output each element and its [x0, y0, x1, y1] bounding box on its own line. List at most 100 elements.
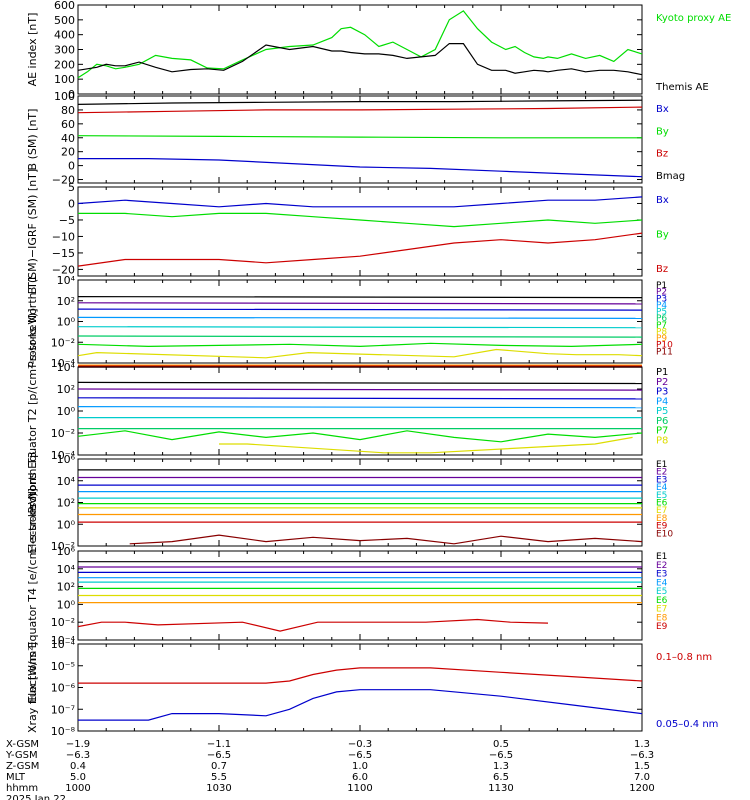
- footer-value: −6.5: [489, 750, 513, 761]
- y-tick-label: 10²: [57, 295, 75, 308]
- series-line-0-05-0-4-nm: [78, 689, 643, 721]
- legend-label: P2: [656, 288, 667, 298]
- legend-label: E10: [656, 529, 673, 539]
- series-line-e9: [77, 618, 549, 632]
- legend-label: P8: [656, 435, 668, 446]
- footer-value: 1.5: [634, 761, 650, 772]
- footer-value: 0.5: [493, 739, 509, 750]
- y-tick-label: 600: [54, 0, 75, 12]
- y-tick-label: 10⁻²: [51, 336, 75, 349]
- legend-label: E3: [656, 475, 667, 485]
- y-axis-label: Electrons North T3: [26, 451, 39, 553]
- legend-label: Bz: [656, 264, 668, 275]
- footer-value: 1100: [347, 783, 372, 794]
- y-tick-label: 60: [61, 118, 75, 131]
- series-line-by: [78, 212, 643, 228]
- footer-value: −1.1: [207, 739, 231, 750]
- legend-label: Kyoto proxy AE: [656, 13, 731, 24]
- series-line-by: [77, 135, 642, 139]
- footer-row-label: MLT: [6, 772, 26, 783]
- y-tick-label: 40: [61, 132, 75, 145]
- legend-label: Bx: [656, 104, 669, 115]
- footer-value: 5.5: [211, 772, 227, 783]
- footer-value: −6.5: [348, 750, 372, 761]
- legend-label: E8: [656, 613, 668, 623]
- series-line-bz: [77, 106, 643, 114]
- footer-value: 7.0: [634, 772, 650, 783]
- y-axis-label: AE index [nT]: [26, 13, 39, 87]
- y-tick-label: 10⁴: [57, 274, 76, 287]
- y-tick-label: 500: [54, 14, 75, 27]
- series-line-p7: [77, 430, 643, 443]
- series-line-bx: [77, 196, 643, 208]
- y-axis-label: Protons Equator T2 [p/(cm²-s-sr-keV)]: [26, 308, 39, 513]
- legend-label: P6: [656, 416, 668, 427]
- y-tick-label: 0: [68, 197, 75, 210]
- y-tick-label: 10⁻²: [51, 616, 75, 629]
- series-line-0-1-0-8-nm: [78, 667, 643, 684]
- y-tick-label: 10⁻⁶: [51, 682, 76, 695]
- footer-value: 6.5: [493, 772, 509, 783]
- legend-label: P8: [656, 327, 667, 337]
- series-line-bx: [78, 158, 643, 178]
- y-tick-label: −20: [52, 174, 75, 187]
- y-axis-label: Xray flux [W/m²]: [26, 642, 39, 733]
- y-tick-label: −15: [52, 247, 75, 260]
- footer-date: 2025 Jan 22: [6, 794, 66, 800]
- footer-value: −6.5: [207, 750, 231, 761]
- legend-label: E6: [656, 596, 668, 606]
- legend-label: 0.05–0.4 nm: [656, 719, 718, 730]
- series-line-p6: [77, 335, 643, 338]
- series-line-p7: [77, 342, 643, 348]
- y-tick-label: 5: [68, 181, 75, 194]
- y-tick-label: 0: [68, 160, 75, 173]
- y-axis-label: Protons North T1: [26, 275, 39, 368]
- y-tick-label: 10⁻⁵: [51, 660, 75, 673]
- y-tick-label: −5: [59, 214, 75, 227]
- y-tick-label: 10⁻²: [51, 427, 75, 440]
- legend-label: P3: [656, 387, 668, 398]
- legend-label: E2: [656, 468, 667, 478]
- series-line-p1: [77, 296, 643, 299]
- legend-label: E3: [656, 570, 667, 580]
- series-line-p2: [77, 302, 643, 305]
- y-tick-label: 300: [54, 44, 75, 57]
- legend-label: E7: [656, 605, 667, 615]
- series-line-bmag: [77, 99, 643, 105]
- y-tick-label: 10⁻⁸: [51, 725, 76, 738]
- series-line-p4: [77, 316, 643, 319]
- legend-label: E7: [656, 506, 667, 516]
- legend-label: By: [656, 230, 669, 241]
- y-tick-label: 0: [68, 88, 75, 101]
- y-tick-label: 10⁻⁴: [51, 357, 76, 370]
- y-tick-label: 10⁰: [57, 518, 76, 531]
- y-tick-label: 100: [54, 73, 75, 86]
- series-line-themis-ae: [77, 42, 643, 76]
- y-tick-label: −20: [52, 263, 75, 276]
- legend-label: E4: [656, 483, 668, 493]
- y-tick-label: 10⁻⁴: [51, 638, 76, 651]
- legend-label: P1: [656, 367, 668, 378]
- panel-frame: [77, 95, 643, 184]
- y-tick-label: 10⁻⁴: [51, 634, 76, 647]
- footer-value: 1.3: [493, 761, 509, 772]
- y-tick-label: 10⁰: [57, 405, 76, 418]
- y-tick-label: 10⁴: [57, 475, 76, 488]
- legend-label: P3: [656, 294, 667, 304]
- legend-label: P1: [656, 281, 667, 291]
- y-tick-label: 10²: [57, 383, 75, 396]
- legend-label: E9: [656, 622, 668, 632]
- legend-label: E8: [656, 514, 668, 524]
- footer-value: −6.3: [66, 750, 90, 761]
- y-tick-label: 10⁶: [57, 545, 76, 558]
- y-tick-label: 10⁻⁷: [51, 703, 75, 716]
- legend-label: By: [656, 126, 669, 137]
- legend-label: E1: [656, 460, 667, 470]
- y-tick-label: 10⁰: [57, 316, 76, 329]
- footer-value: 0.4: [70, 761, 86, 772]
- legend-label: Themis AE: [655, 82, 709, 93]
- legend-label: P5: [656, 308, 667, 318]
- footer-row-label: Y-GSM: [5, 750, 38, 761]
- footer-row-label: Z-GSM: [6, 761, 39, 772]
- footer-value: 0.7: [211, 761, 227, 772]
